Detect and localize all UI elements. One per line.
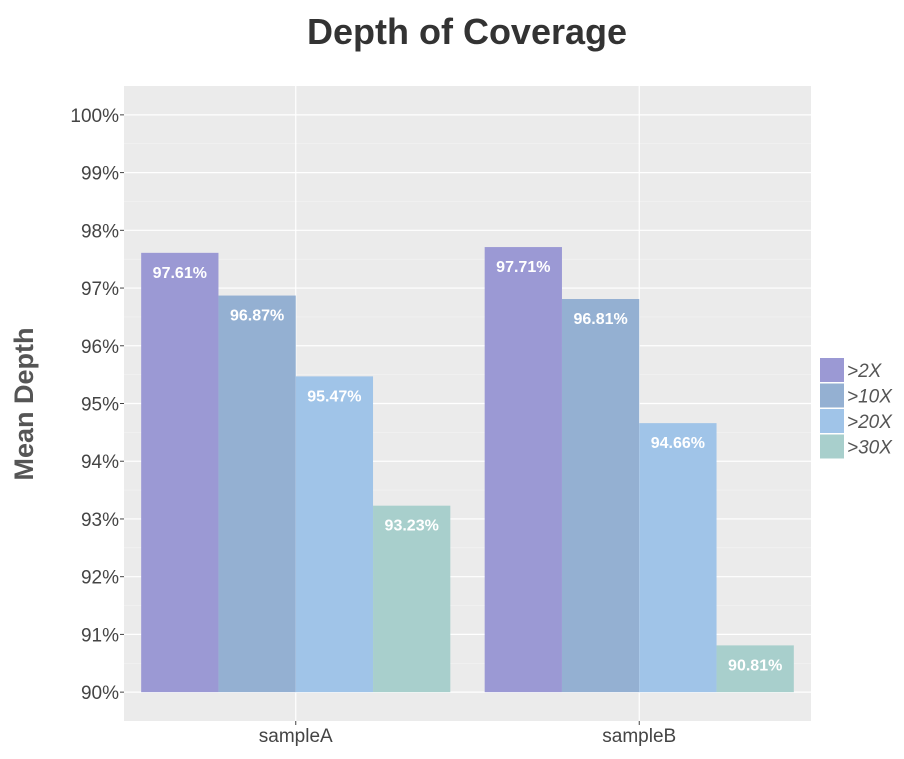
y-tick-label: 90% xyxy=(81,683,119,704)
bar-sampleB-10X xyxy=(561,299,640,693)
y-tick-label: 91% xyxy=(81,625,119,646)
bar-value-label: 96.87% xyxy=(230,308,284,325)
bar-sampleA-20X xyxy=(295,376,374,693)
x-tick-label: sampleA xyxy=(259,726,333,747)
y-axis-title: Mean Depth xyxy=(9,327,39,480)
bar-sampleB-2X xyxy=(484,247,562,693)
bar-value-label: 97.71% xyxy=(496,259,550,276)
bar-labels: 97.61% 96.87% 95.47% 93.23% 97.71% 96.81% 94.6… xyxy=(153,259,783,674)
bar-value-label: 96.81% xyxy=(573,311,627,328)
legend-label: >2X xyxy=(847,361,883,382)
y-axis: 90% 91% 92% 93% 94% 95% 96% 97% 98% 99% 100% xyxy=(70,106,124,704)
y-tick-label: 93% xyxy=(81,510,119,531)
y-tick-label: 99% xyxy=(81,164,119,185)
bar-sampleA-2X xyxy=(141,252,219,693)
bar-value-label: 94.66% xyxy=(651,435,705,452)
legend-label: >10X xyxy=(847,387,893,408)
legend-key xyxy=(820,409,844,433)
y-tick-label: 92% xyxy=(81,568,119,589)
legend: >2X >10X >20X >30X xyxy=(820,358,893,459)
bars xyxy=(141,247,794,693)
bar-sampleA-30X xyxy=(373,505,451,693)
bar-value-label: 95.47% xyxy=(307,388,361,405)
legend-label: >30X xyxy=(847,438,893,459)
bar-sampleB-30X xyxy=(716,645,794,693)
legend-key xyxy=(820,434,844,459)
x-tick-label: sampleB xyxy=(602,726,676,747)
legend-key xyxy=(820,358,844,382)
bar-value-label: 93.23% xyxy=(385,518,439,535)
bar-sampleB-20X xyxy=(639,423,717,693)
legend-key xyxy=(820,383,844,408)
y-tick-label: 96% xyxy=(81,337,119,358)
bar-value-label: 90.81% xyxy=(728,657,782,674)
y-tick-label: 100% xyxy=(70,106,119,127)
chart-title: Depth of Coverage xyxy=(307,11,627,52)
x-axis: sampleA sampleB xyxy=(259,721,676,747)
y-tick-label: 98% xyxy=(81,221,119,242)
bar-value-label: 97.61% xyxy=(153,265,207,282)
bar-sampleA-10X xyxy=(218,295,296,693)
y-tick-label: 95% xyxy=(81,395,119,416)
y-tick-label: 94% xyxy=(81,452,119,473)
y-tick-label: 97% xyxy=(81,279,119,300)
legend-label: >20X xyxy=(847,412,893,433)
